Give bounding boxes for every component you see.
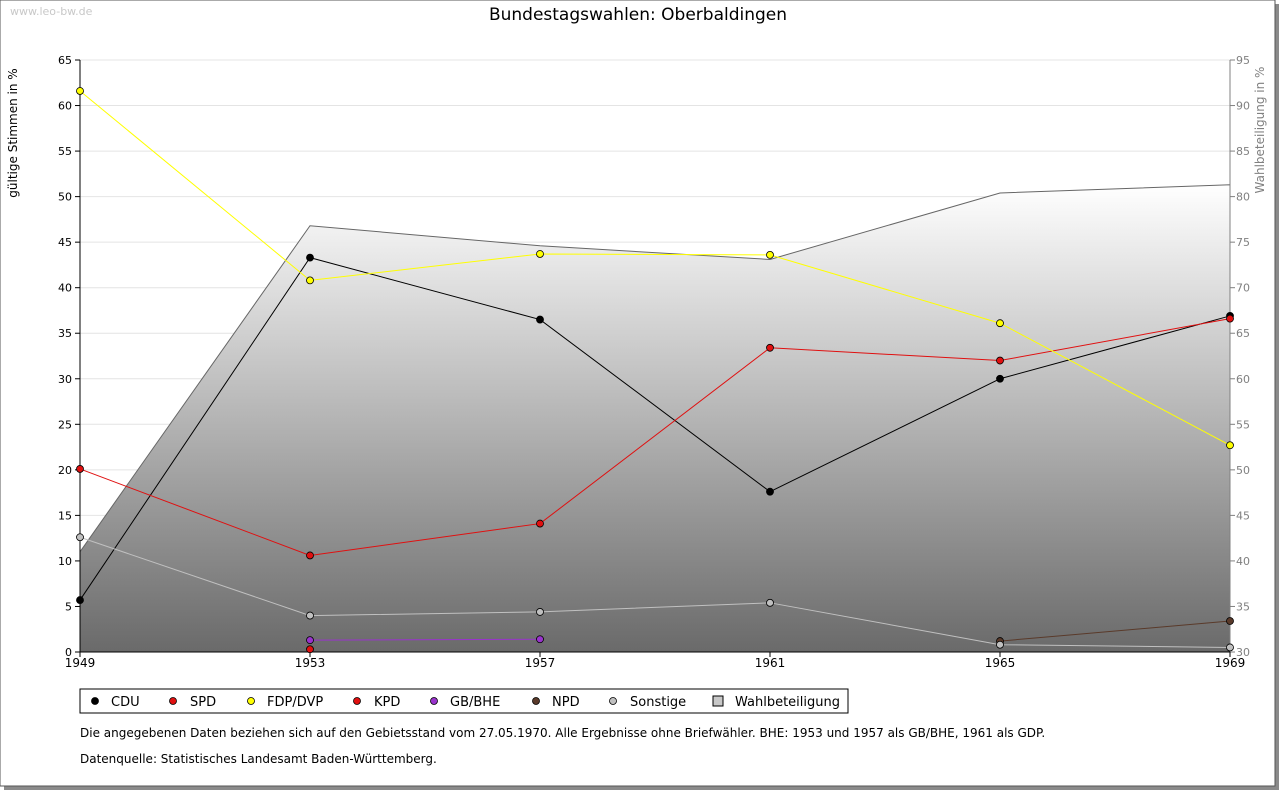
y2-tick-label: 65	[1236, 327, 1250, 340]
y2-tick-label: 90	[1236, 100, 1250, 113]
y2-tick-label: 40	[1236, 555, 1250, 568]
y-tick-label: 35	[58, 327, 72, 340]
legend-marker-sonstige	[609, 697, 617, 705]
point-spd	[996, 356, 1004, 365]
y2-axis-label: Wahlbeteiligung in %	[1253, 67, 1267, 194]
y-tick-label: 10	[58, 555, 72, 568]
legend: CDU SPD FDP/DVP KPD GB/BHE NPD Sonstige Wahlbet…	[79, 688, 849, 714]
point-kpd	[306, 645, 314, 654]
y2-tick-label: 95	[1236, 54, 1250, 67]
point-sonstige	[766, 598, 774, 607]
y2-tick-label: 30	[1236, 646, 1250, 659]
legend-marker-spd	[169, 697, 177, 705]
point-cdu	[996, 374, 1004, 383]
point-spd	[766, 343, 774, 352]
x-tick-label: 1965	[985, 656, 1016, 670]
legend-label-sonstige: Sonstige	[630, 695, 686, 710]
legend-marker-fdp-dvp	[247, 697, 255, 705]
legend-label-kpd: KPD	[374, 695, 400, 710]
point-fdp-dvp	[766, 251, 774, 259]
point-cdu	[536, 315, 544, 324]
point-fdp-dvp	[536, 250, 544, 258]
note-gebietsstand: Die angegebenen Daten beziehen sich auf …	[80, 726, 1046, 740]
x-tick-label: 1961	[755, 656, 786, 670]
point-spd	[306, 551, 314, 560]
y2-tick-label: 80	[1236, 191, 1250, 204]
point-fdp-dvp	[1226, 441, 1234, 450]
y2-tick-label: 75	[1236, 236, 1250, 249]
y-tick-label: 30	[58, 373, 72, 386]
y-axis-label: gültige Stimmen in %	[6, 68, 20, 197]
axes: 0 5 10 15 20 25 30 35 40 45 50 55 60 65 30 35 40 45 50 55 60…	[58, 54, 1250, 670]
legend-marker-wahlbeteiligung	[712, 695, 724, 707]
x-tick-label: 1957	[525, 656, 556, 670]
y2-tick-label: 70	[1236, 282, 1250, 295]
series-line-cdu	[79, 257, 1231, 601]
legend-marker-npd	[532, 697, 540, 705]
legend-label-spd: SPD	[190, 695, 216, 710]
series-line-fdp-dvp	[79, 90, 1231, 446]
y-tick-label: 65	[58, 54, 72, 67]
y2-tick-label: 85	[1236, 145, 1250, 158]
point-cdu	[766, 487, 774, 496]
chart-title: Bundestagswahlen: Oberbaldingen	[489, 5, 787, 25]
legend-marker-kpd	[353, 697, 361, 705]
x-tick-label: 1969	[1215, 656, 1246, 670]
point-fdp-dvp	[996, 319, 1004, 328]
legend-marker-gb-bhe	[430, 697, 438, 705]
point-gb-bhe	[306, 636, 314, 645]
y-tick-label: 5	[65, 600, 72, 613]
series-line-sonstige	[79, 536, 1231, 648]
y-tick-label: 25	[58, 418, 72, 431]
note-datenquelle: Datenquelle: Statistisches Landesamt Bad…	[80, 752, 437, 766]
x-tick-label: 1949	[65, 656, 96, 670]
point-spd	[76, 465, 84, 473]
y2-tick-label: 45	[1236, 509, 1250, 522]
series-line-spd	[79, 318, 1231, 556]
point-cdu	[76, 596, 84, 604]
y-tick-label: 0	[65, 646, 72, 659]
y-tick-label: 55	[58, 145, 72, 158]
y2-tick-label: 50	[1236, 464, 1250, 477]
y2-tick-label: 55	[1236, 418, 1250, 431]
legend-label-npd: NPD	[552, 695, 580, 710]
series-lines	[76, 87, 1234, 654]
point-sonstige	[76, 533, 84, 542]
point-fdp-dvp	[306, 276, 314, 285]
x-tick-label: 1953	[295, 656, 326, 670]
point-sonstige	[536, 608, 544, 616]
point-gb-bhe	[536, 635, 544, 644]
y-tick-label: 45	[58, 236, 72, 249]
y-tick-label: 60	[58, 100, 72, 113]
y-tick-label: 40	[58, 282, 72, 295]
point-sonstige	[1226, 643, 1234, 652]
watermark: www.leo-bw.de	[10, 5, 93, 18]
legend-label-gb-bhe: GB/BHE	[450, 695, 500, 710]
legend-label-fdp-dvp: FDP/DVP	[267, 695, 323, 710]
point-cdu	[306, 253, 314, 262]
y2-tick-label: 35	[1236, 600, 1250, 613]
point-fdp-dvp	[76, 87, 84, 95]
series-line-npd	[999, 620, 1231, 642]
legend-label-cdu: CDU	[111, 695, 140, 710]
point-spd	[1226, 314, 1234, 323]
point-spd	[536, 519, 544, 528]
point-sonstige	[306, 611, 314, 620]
legend-label-wahlbeteiligung: Wahlbeteiligung	[735, 695, 840, 710]
point-npd	[1226, 617, 1234, 625]
y-tick-label: 20	[58, 464, 72, 477]
y-tick-label: 50	[58, 191, 72, 204]
series-line-gb-bhe	[309, 638, 541, 641]
legend-marker-cdu	[91, 697, 99, 705]
y-tick-label: 15	[58, 509, 72, 522]
y2-tick-label: 60	[1236, 373, 1250, 386]
point-sonstige	[996, 640, 1004, 649]
